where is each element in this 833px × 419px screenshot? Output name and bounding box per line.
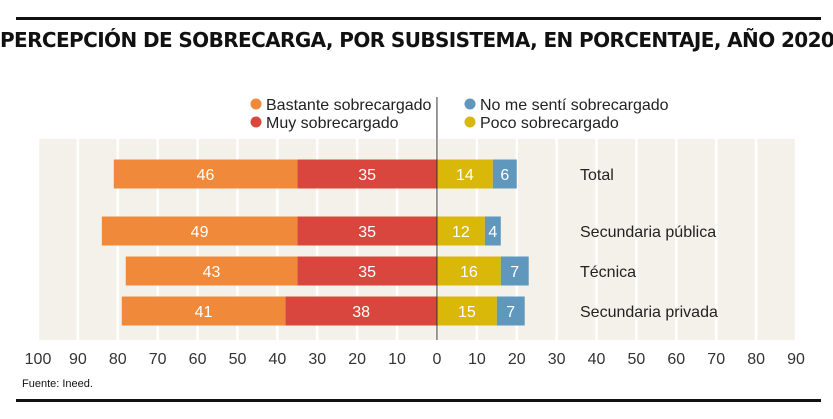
x-tick-label: 0 (432, 351, 441, 368)
bar-segment (436, 296, 497, 326)
x-tick-label: 80 (747, 351, 765, 368)
x-tick-label: 60 (189, 351, 207, 368)
bar-value-label: 43 (203, 264, 221, 281)
legend-label: Poco sobrecargado (480, 115, 619, 132)
bar-value-label: 14 (456, 167, 474, 184)
x-tick-label: 40 (268, 351, 286, 368)
category-label: Secundaria privada (580, 304, 718, 321)
x-tick-label: 100 (25, 351, 52, 368)
bottom-rule (16, 399, 821, 402)
x-tick-label: 90 (787, 351, 805, 368)
bar-value-label: 35 (358, 167, 376, 184)
bar-segment (113, 159, 298, 189)
bar-segment (297, 159, 437, 189)
bar-value-label: 7 (506, 304, 515, 321)
legend-marker (464, 116, 476, 128)
x-tick-label: 40 (588, 351, 606, 368)
x-tick-label: 30 (548, 351, 566, 368)
bar-segment (496, 296, 525, 326)
bar-segment (121, 296, 286, 326)
legend-label: Bastante sobrecargado (266, 97, 432, 114)
x-tick-label: 10 (468, 351, 486, 368)
legend-marker (464, 98, 476, 110)
bar-segment (297, 256, 437, 286)
legend-marker (250, 116, 262, 128)
x-tick-label: 20 (348, 351, 366, 368)
bar-value-label: 7 (510, 264, 519, 281)
x-tick-label: 50 (628, 351, 646, 368)
bar-value-label: 35 (358, 224, 376, 241)
bar-value-label: 4 (488, 224, 497, 241)
x-tick-label: 80 (109, 351, 127, 368)
legend-label: Muy sobrecargado (266, 115, 399, 132)
x-tick-label: 20 (508, 351, 526, 368)
bar-segment (500, 256, 529, 286)
bar-value-label: 41 (195, 304, 213, 321)
x-tick-label: 30 (308, 351, 326, 368)
legend-marker (250, 98, 262, 110)
bar-segment (436, 159, 493, 189)
bar-value-label: 12 (452, 224, 470, 241)
x-tick-label: 60 (667, 351, 685, 368)
legend-label: No me sentí sobrecargado (480, 97, 669, 114)
bar-segment (125, 256, 298, 286)
chart-title: PERCEPCIÓN DE SOBRECARGA, POR SUBSISTEMA… (0, 28, 833, 52)
category-label: Total (580, 167, 614, 184)
bar-segment (492, 159, 517, 189)
category-label: Secundaria pública (580, 224, 716, 241)
bar-segment (436, 216, 485, 246)
source-note: Fuente: Ineed. (22, 378, 93, 390)
bar-value-label: 46 (197, 167, 215, 184)
bar-value-label: 35 (358, 264, 376, 281)
bar-value-label: 6 (500, 167, 509, 184)
bar-value-label: 15 (458, 304, 476, 321)
x-tick-label: 70 (707, 351, 725, 368)
category-label: Técnica (580, 264, 636, 281)
x-tick-label: 50 (229, 351, 247, 368)
bar-value-label: 16 (460, 264, 478, 281)
x-tick-label: 90 (69, 351, 87, 368)
x-tick-label: 70 (149, 351, 167, 368)
bar-value-label: 49 (191, 224, 209, 241)
x-tick-label: 10 (388, 351, 406, 368)
bar-segment (436, 256, 501, 286)
bar-segment (285, 296, 437, 326)
bar-segment (101, 216, 298, 246)
bar-value-label: 38 (352, 304, 370, 321)
top-rule (16, 17, 821, 20)
bar-segment (297, 216, 437, 246)
bar-segment (484, 216, 501, 246)
